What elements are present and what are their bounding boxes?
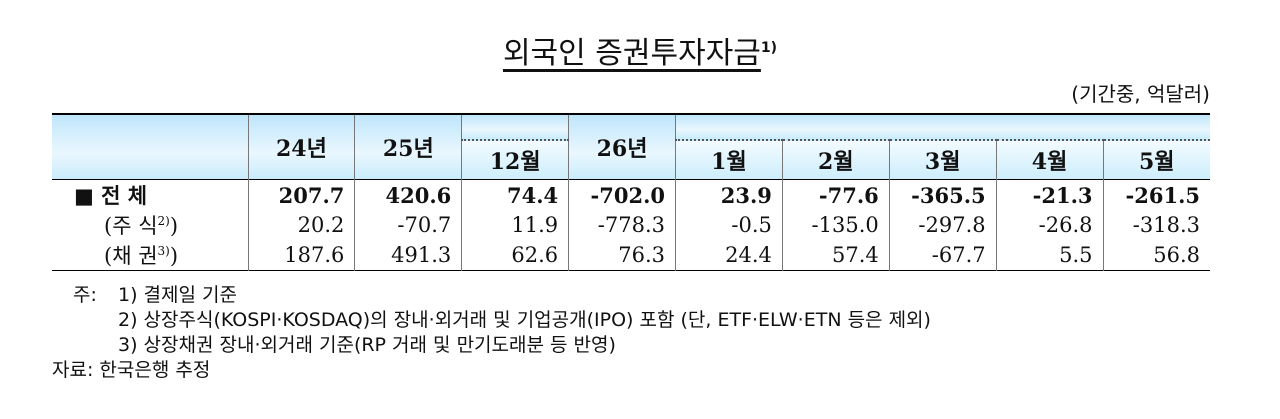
col-header: 4월: [995, 139, 1103, 180]
cell: -261.5: [1102, 179, 1210, 210]
note-text: 2) 상장주식(KOSPI·KOSDAQ)의 장내·외거래 및 기업공개(IPO…: [118, 309, 931, 331]
col-header: 1월: [675, 139, 783, 180]
cell: 56.8: [1102, 240, 1210, 271]
row-label-text: ■ 전 체: [74, 183, 148, 208]
title-text: 외국인 증권투자자금: [502, 36, 761, 71]
row-label-text: (채 권: [104, 244, 158, 268]
table-body: ■ 전 체 207.7 420.6 74.4 -702.0 23.9 -77.6 -365.5…: [52, 179, 1210, 271]
col-header: 24년: [247, 114, 355, 180]
cell: 74.4: [461, 179, 569, 210]
cell: 24.4: [675, 240, 783, 271]
row: ■ 전 체 207.7 420.6 74.4 -702.0 23.9 -77.6 -365.5…: [52, 179, 1210, 211]
row-label: (채 권3)): [52, 240, 248, 271]
cell: 57.4: [781, 240, 890, 271]
blank: [461, 114, 569, 140]
note: 주: 1) 결제일 기준: [52, 283, 931, 308]
title: 외국인 증권투자자금1): [0, 28, 1280, 72]
row-label-text: (주 식: [104, 214, 158, 238]
col-header: 3월: [888, 139, 997, 180]
unit: (기간중, 억달러): [1071, 82, 1210, 106]
cell: 420.6: [354, 179, 462, 210]
cell: 23.9: [675, 179, 783, 210]
cell: -70.7: [354, 210, 462, 240]
cell: 207.7: [247, 179, 355, 210]
cell: 491.3: [354, 240, 462, 271]
cell: -297.8: [888, 210, 997, 240]
cell: -26.8: [995, 210, 1103, 240]
col-header: 5월: [1102, 139, 1210, 180]
row-label-close: ): [169, 244, 179, 268]
note-text: 3) 상장채권 장내·외거래 기준(RP 거래 및 만기도래분 등 반영): [118, 334, 616, 356]
row-label: (주 식2)): [52, 210, 248, 240]
source: 자료: 한국은행 추정: [52, 359, 211, 381]
note: 3) 상장채권 장내·외거래 기준(RP 거래 및 만기도래분 등 반영): [52, 333, 931, 358]
cell: -0.5: [675, 210, 783, 240]
notes: 주: 1) 결제일 기준 2) 상장주식(KOSPI·KOSDAQ)의 장내·외거래…: [52, 283, 931, 383]
corner: [52, 114, 248, 180]
row: (채 권3)) 187.6 491.3 62.6 76.3 24.4 57.4 -67.7 5.…: [52, 240, 1210, 271]
cell: -135.0: [781, 210, 890, 240]
cell: -21.3: [995, 179, 1103, 210]
cell: -778.3: [568, 210, 676, 240]
cell: 62.6: [461, 240, 569, 271]
row: (주 식2)) 20.2 -70.7 11.9 -778.3 -0.5 -135.0 -297…: [52, 210, 1210, 240]
row-label-note: 2): [157, 214, 170, 228]
note-text: 1) 결제일 기준: [118, 284, 237, 306]
cell: 20.2: [247, 210, 355, 240]
cell: 11.9: [461, 210, 569, 240]
row-label: ■ 전 체: [52, 180, 248, 211]
note: 2) 상장주식(KOSPI·KOSDAQ)의 장내·외거래 및 기업공개(IPO…: [52, 308, 931, 333]
title-note: 1): [760, 40, 778, 56]
cell: -702.0: [568, 179, 676, 210]
col-header: 25년: [354, 114, 462, 180]
row-label-note: 3): [157, 244, 170, 258]
cell: -318.3: [1102, 210, 1210, 240]
col-header: 12월: [461, 139, 569, 180]
row-label-close: ): [169, 214, 179, 238]
cell: -365.5: [888, 179, 997, 210]
col-header: 26년: [568, 114, 676, 180]
cell: 76.3: [568, 240, 676, 271]
cell: 5.5: [995, 240, 1103, 271]
blank: [675, 114, 1210, 140]
col-header: 2월: [781, 139, 890, 180]
table-header: 24년 25년 26년 12월 1월 2월 3월 4월 5월: [52, 114, 1210, 180]
cell: 187.6: [247, 240, 355, 271]
cell: -77.6: [781, 179, 890, 210]
cell: -67.7: [888, 240, 997, 271]
table: 24년 25년 26년 12월 1월 2월 3월 4월 5월 ■ 전 체 207.…: [52, 113, 1210, 271]
note-label: 주:: [73, 284, 97, 306]
